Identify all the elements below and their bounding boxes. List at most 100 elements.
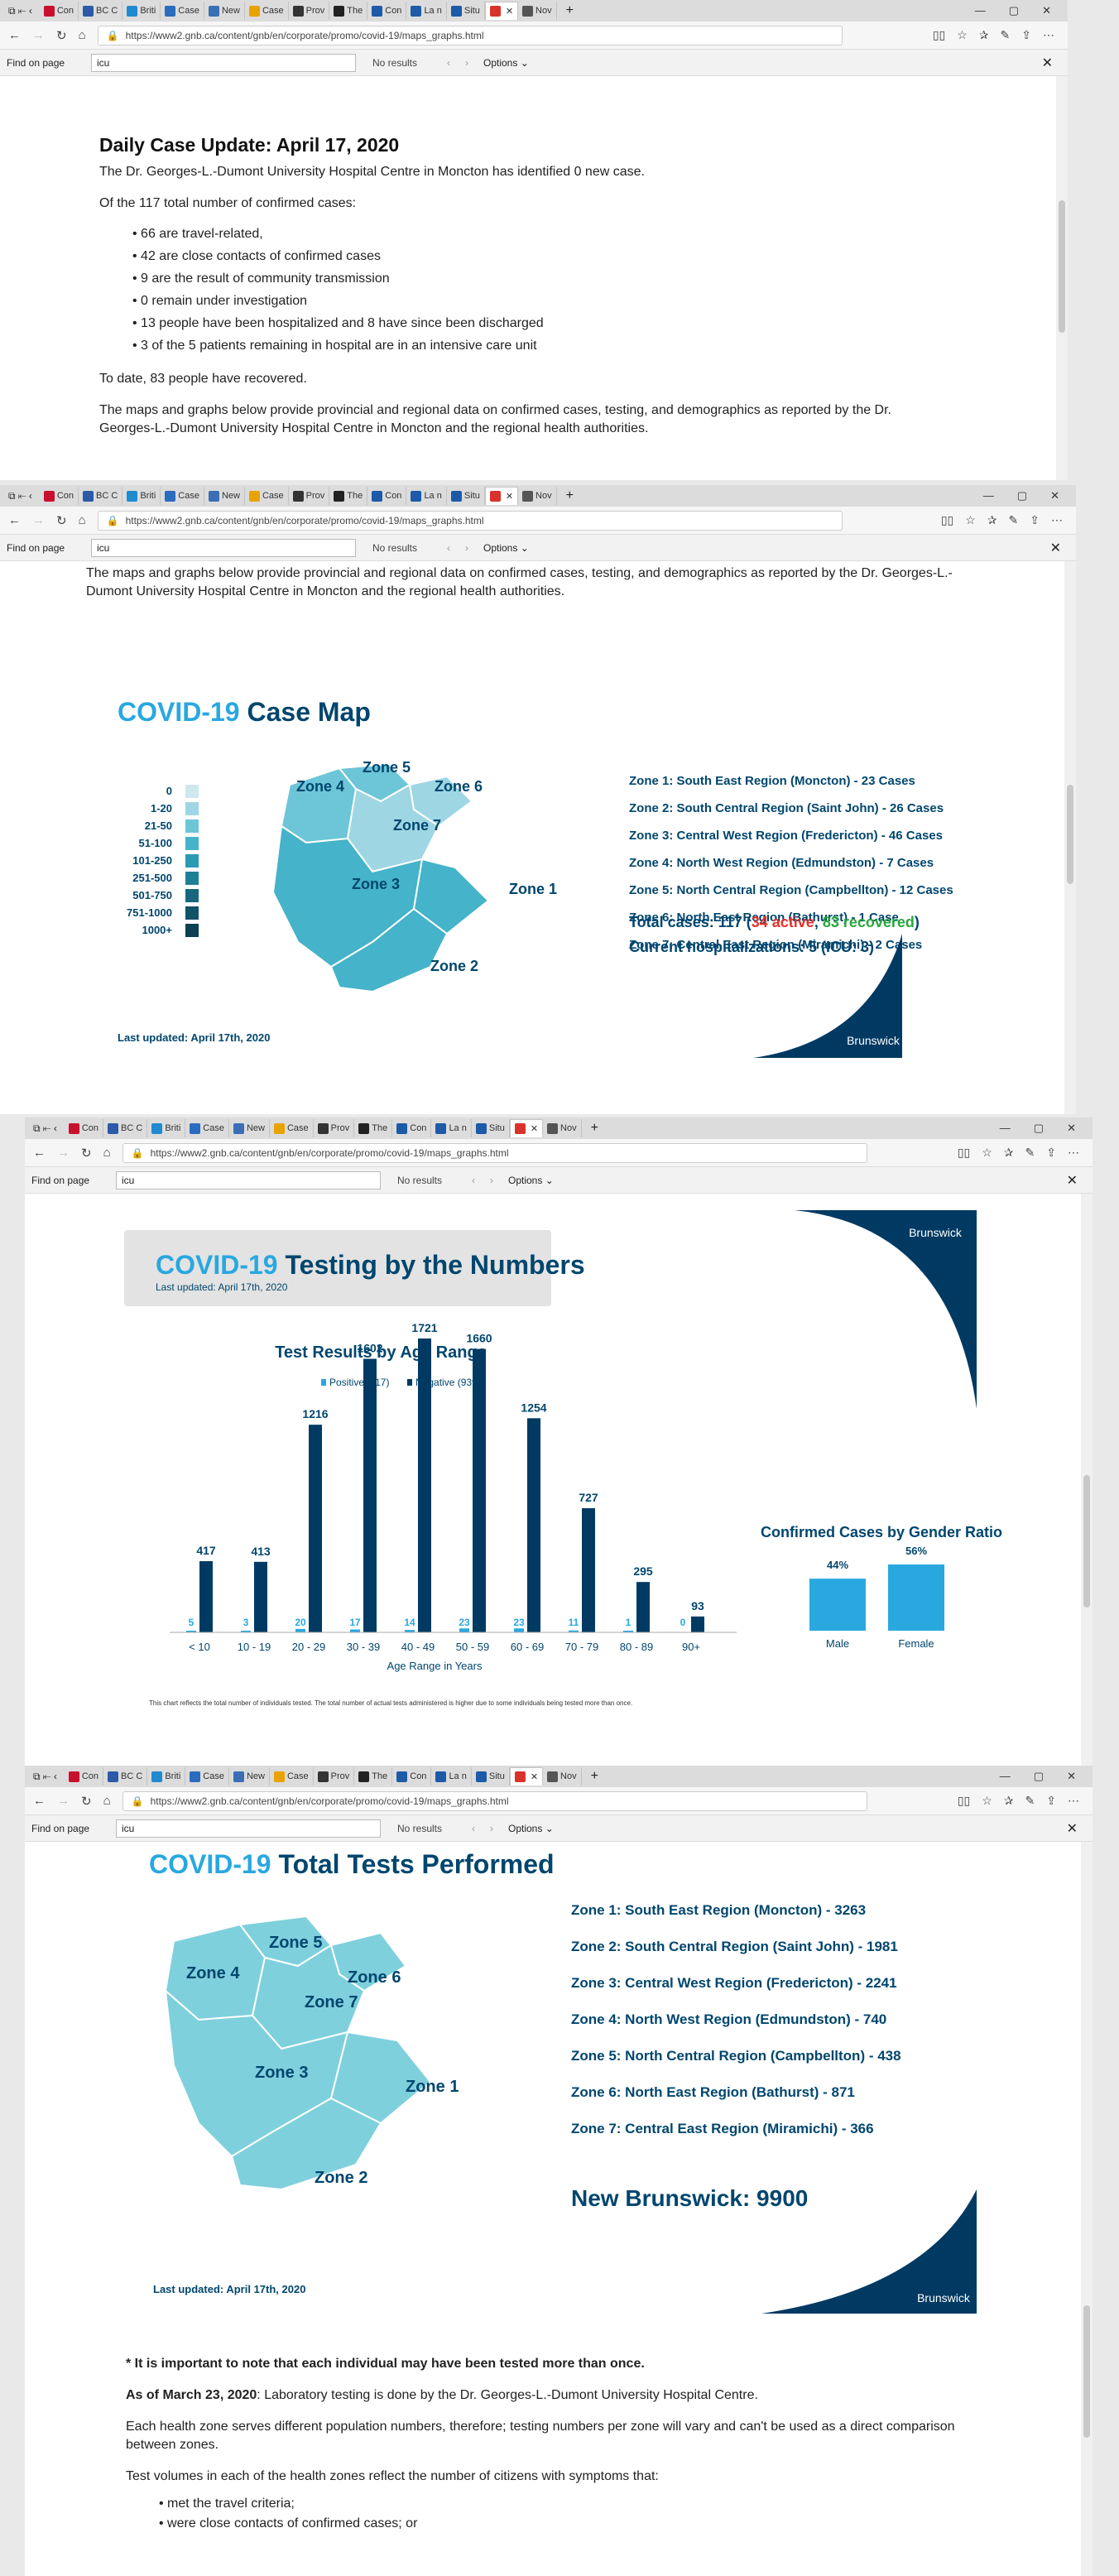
maximize-icon[interactable]: ▢ [1008, 4, 1020, 17]
browser-tab[interactable]: BC C [103, 1767, 148, 1785]
minimize-icon[interactable]: — [999, 1770, 1011, 1782]
favorite-star-icon[interactable]: ☆ [982, 1794, 992, 1807]
browser-tab[interactable]: New [204, 2, 245, 20]
scrollbar[interactable] [1081, 1194, 1093, 1767]
browser-tab[interactable]: Nov [518, 487, 557, 505]
new-tab-button[interactable]: + [565, 488, 574, 502]
close-tab-icon[interactable]: ✕ [530, 1124, 539, 1134]
browser-tab[interactable]: Case [185, 1119, 229, 1137]
find-prev-icon[interactable]: ‹ [447, 56, 450, 69]
minimize-icon[interactable]: — [999, 1122, 1011, 1134]
pen-icon[interactable]: ✎ [1025, 1146, 1035, 1159]
maximize-icon[interactable]: ▢ [1033, 1122, 1045, 1134]
back-icon[interactable]: ← [8, 28, 21, 42]
more-icon[interactable]: ⋯ [1043, 28, 1054, 41]
browser-tab[interactable]: Prov [289, 487, 330, 505]
find-prev-icon[interactable]: ‹ [447, 541, 450, 554]
find-options[interactable]: Options ⌄ [508, 1822, 554, 1834]
favorite-star-icon[interactable]: ☆ [957, 28, 968, 41]
browser-tab[interactable]: Briti [122, 2, 161, 20]
home-icon[interactable]: ⌂ [103, 1794, 111, 1808]
more-icon[interactable]: ⋯ [1068, 1794, 1079, 1807]
find-next-icon[interactable]: › [465, 541, 468, 554]
find-next-icon[interactable]: › [490, 1174, 493, 1186]
find-input[interactable]: icu [91, 53, 356, 72]
find-prev-icon[interactable]: ‹ [472, 1822, 475, 1834]
forward-icon[interactable]: → [57, 1146, 70, 1160]
find-options[interactable]: Options ⌄ [483, 541, 529, 554]
browser-tab[interactable]: La n [406, 487, 447, 505]
browser-tab[interactable]: Con [367, 2, 407, 20]
share-icon[interactable]: ⇪ [1046, 1146, 1056, 1159]
browser-tab[interactable]: Con [392, 1767, 432, 1785]
close-icon[interactable]: ✕ [1042, 4, 1051, 17]
find-input[interactable]: icu [116, 1819, 381, 1838]
forward-icon[interactable]: → [32, 513, 45, 527]
more-icon[interactable]: ⋯ [1051, 513, 1063, 526]
minimize-icon[interactable]: — [982, 489, 994, 502]
find-options[interactable]: Options ⌄ [483, 56, 529, 69]
close-tab-icon[interactable]: ✕ [530, 1772, 539, 1782]
browser-tab[interactable]: Nov [543, 1119, 582, 1137]
reading-view-icon[interactable]: ▯▯ [932, 28, 946, 41]
find-close-icon[interactable]: ✕ [1049, 541, 1061, 555]
back-icon[interactable]: ← [33, 1794, 46, 1808]
browser-tab[interactable]: New [229, 1767, 270, 1785]
pen-icon[interactable]: ✎ [1025, 1794, 1035, 1807]
tab-actions-icon[interactable]: ⧉ ⇤ ‹ [8, 4, 32, 17]
browser-tab[interactable]: Case [270, 1767, 314, 1785]
favorite-star-icon[interactable]: ☆ [982, 1146, 992, 1159]
browser-tab[interactable]: Con [392, 1119, 432, 1137]
tab-actions-icon[interactable]: ⧉ ⇤ ‹ [8, 489, 32, 502]
new-tab-button[interactable]: + [565, 3, 574, 17]
find-prev-icon[interactable]: ‹ [472, 1174, 475, 1186]
browser-tab[interactable]: Nov [543, 1767, 582, 1785]
browser-tab[interactable]: BC C [79, 2, 123, 20]
browser-tab[interactable]: La n [406, 2, 447, 20]
find-close-icon[interactable]: ✕ [1066, 1821, 1078, 1836]
refresh-icon[interactable]: ↻ [56, 513, 67, 528]
maximize-icon[interactable]: ▢ [1033, 1770, 1045, 1782]
browser-tab[interactable]: ✕ [484, 2, 519, 20]
browser-tab[interactable]: Con [40, 2, 79, 20]
scrollbar[interactable] [1081, 1842, 1093, 2576]
browser-tab[interactable]: Nov [518, 2, 557, 20]
browser-tab[interactable]: BC C [103, 1119, 148, 1137]
browser-tab[interactable]: La n [431, 1119, 472, 1137]
reading-view-icon[interactable]: ▯▯ [940, 513, 954, 526]
browser-tab[interactable]: Con [367, 487, 407, 505]
find-input[interactable]: icu [91, 538, 356, 557]
find-next-icon[interactable]: › [490, 1822, 493, 1834]
refresh-icon[interactable]: ↻ [56, 28, 67, 43]
close-icon[interactable]: ✕ [1067, 1122, 1076, 1134]
favorites-icon[interactable]: ✰ [978, 28, 989, 41]
scrollbar[interactable] [1056, 76, 1068, 480]
refresh-icon[interactable]: ↻ [81, 1794, 92, 1809]
share-icon[interactable]: ⇪ [1030, 513, 1040, 526]
url-field[interactable]: 🔒 https://www2.gnb.ca/content/gnb/en/corp… [122, 1142, 867, 1163]
tab-actions-icon[interactable]: ⧉ ⇤ ‹ [33, 1770, 57, 1782]
refresh-icon[interactable]: ↻ [81, 1146, 92, 1161]
browser-tab[interactable]: New [204, 487, 245, 505]
minimize-icon[interactable]: — [974, 4, 986, 17]
find-options[interactable]: Options ⌄ [508, 1174, 554, 1186]
tab-actions-icon[interactable]: ⧉ ⇤ ‹ [33, 1122, 57, 1134]
browser-tab[interactable]: The [329, 2, 368, 20]
close-tab-icon[interactable]: ✕ [505, 7, 514, 17]
browser-tab[interactable]: La n [431, 1767, 472, 1785]
browser-tab[interactable]: Briti [122, 487, 161, 505]
back-icon[interactable]: ← [8, 513, 21, 527]
pen-icon[interactable]: ✎ [1000, 28, 1011, 41]
pen-icon[interactable]: ✎ [1008, 513, 1019, 526]
reading-view-icon[interactable]: ▯▯ [957, 1794, 971, 1807]
home-icon[interactable]: ⌂ [78, 513, 86, 527]
scrollbar[interactable] [1064, 561, 1076, 1114]
new-tab-button[interactable]: + [590, 1121, 598, 1135]
close-tab-icon[interactable]: ✕ [505, 492, 514, 502]
home-icon[interactable]: ⌂ [78, 28, 86, 42]
browser-tab[interactable]: Con [40, 487, 79, 505]
browser-tab[interactable]: The [329, 487, 368, 505]
url-field[interactable]: 🔒 https://www2.gnb.ca/content/gnb/en/corp… [122, 1790, 867, 1811]
browser-tab[interactable]: New [229, 1119, 270, 1137]
close-icon[interactable]: ✕ [1067, 1770, 1076, 1782]
